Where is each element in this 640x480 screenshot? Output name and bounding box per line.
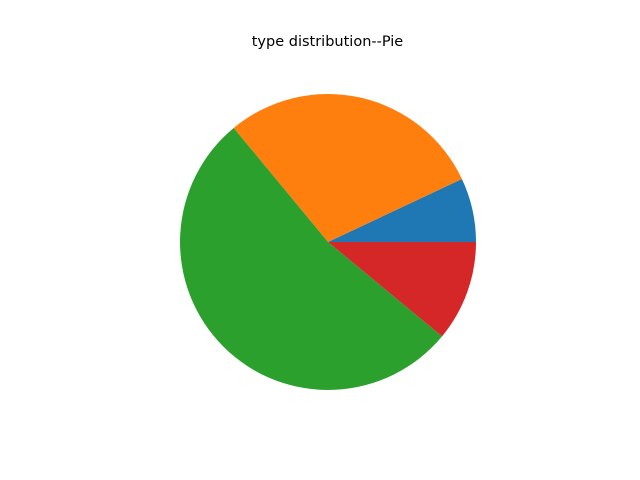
pie-slice-3	[180, 127, 443, 390]
pie-slice-1	[328, 178, 476, 242]
chart-title: type distribution--Pie	[251, 34, 404, 50]
pie-slices	[180, 93, 476, 390]
pie-slice-4	[328, 242, 476, 337]
pie-slice-2	[233, 93, 462, 242]
